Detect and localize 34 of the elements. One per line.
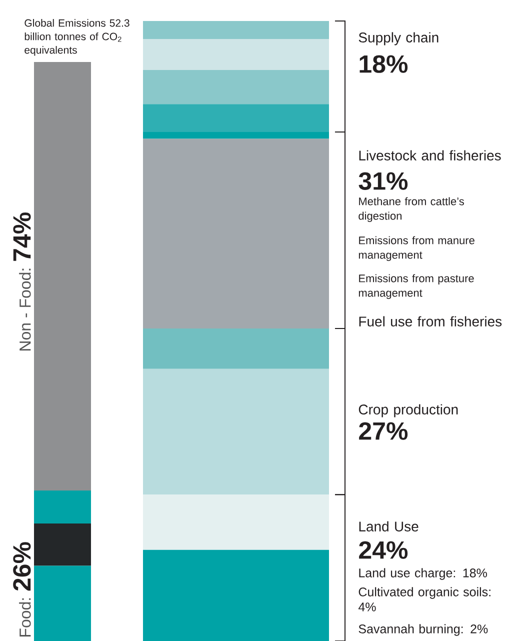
bar: [143, 70, 329, 104]
text: 24%: [359, 541, 408, 559]
bar: [143, 138, 329, 329]
bar: [34, 62, 91, 490]
bar: [34, 566, 91, 641]
text: 26%: [13, 542, 31, 591]
text: Supply chain: [358, 32, 438, 46]
bar: [143, 494, 329, 550]
text: Land use charge: 18%: [359, 568, 487, 580]
bar: [143, 38, 329, 70]
chart-title: Global Emissions 52.3 billion tonnes of CO$_{2}$ equivalents: [24, 19, 130, 56]
text: Land Use: [359, 521, 418, 532]
text: Emissions from pasture management: [358, 274, 474, 299]
text: Livestock and fisheries: [359, 150, 501, 160]
text: 18%: [360, 55, 408, 73]
text: Methane from cattle’s digestion: [358, 197, 464, 222]
text: Savannah burning: 2%: [358, 624, 488, 636]
bar: [34, 523, 91, 566]
text: Non - Food:: [19, 268, 31, 350]
bar: [143, 21, 329, 39]
text: 74%: [13, 212, 31, 261]
text: Crop production: [358, 404, 458, 418]
bar: [143, 328, 329, 369]
text: 27%: [359, 422, 408, 440]
text: Food:: [19, 598, 31, 636]
bar: [143, 368, 329, 495]
text: 31%: [358, 172, 408, 190]
bar: [34, 490, 91, 524]
text: Fuel use from fisheries: [359, 316, 502, 326]
bar: [143, 104, 329, 132]
text: Emissions from manure management: [358, 236, 474, 261]
bar: [143, 132, 329, 139]
text: Cultivated organic soils: 4%: [358, 587, 490, 612]
bar: [143, 550, 329, 641]
